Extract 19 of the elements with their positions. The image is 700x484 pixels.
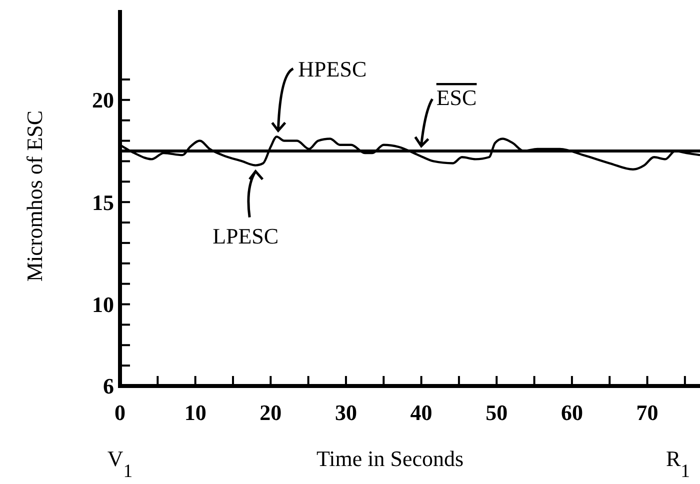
x-tick-label: 10 [184, 400, 206, 425]
y-tick-label: 20 [92, 88, 114, 113]
x-axis-title: Time in Seconds [316, 446, 464, 471]
y-tick-label: 15 [92, 190, 114, 215]
y-axis-title: Micromhos of ESC [22, 110, 47, 282]
x-tick-label: 40 [410, 400, 432, 425]
x-tick-label: 30 [334, 400, 357, 425]
y-tick-label: 10 [92, 292, 114, 317]
x-tick-label: 60 [560, 400, 583, 425]
annotation: LPESC [212, 223, 279, 248]
x-tick-label: 0 [114, 400, 126, 425]
y-tick-label: 6 [103, 374, 114, 399]
x-tick-label: 50 [486, 400, 508, 425]
text: R$_{1}$ [666, 446, 690, 482]
text: V$_{1}$ [107, 446, 133, 482]
annotation: HPESC [298, 56, 367, 82]
x-tick-label: 70 [636, 400, 658, 425]
ref-line-label: ESC [436, 85, 477, 110]
x-tick-label: 20 [260, 400, 282, 425]
